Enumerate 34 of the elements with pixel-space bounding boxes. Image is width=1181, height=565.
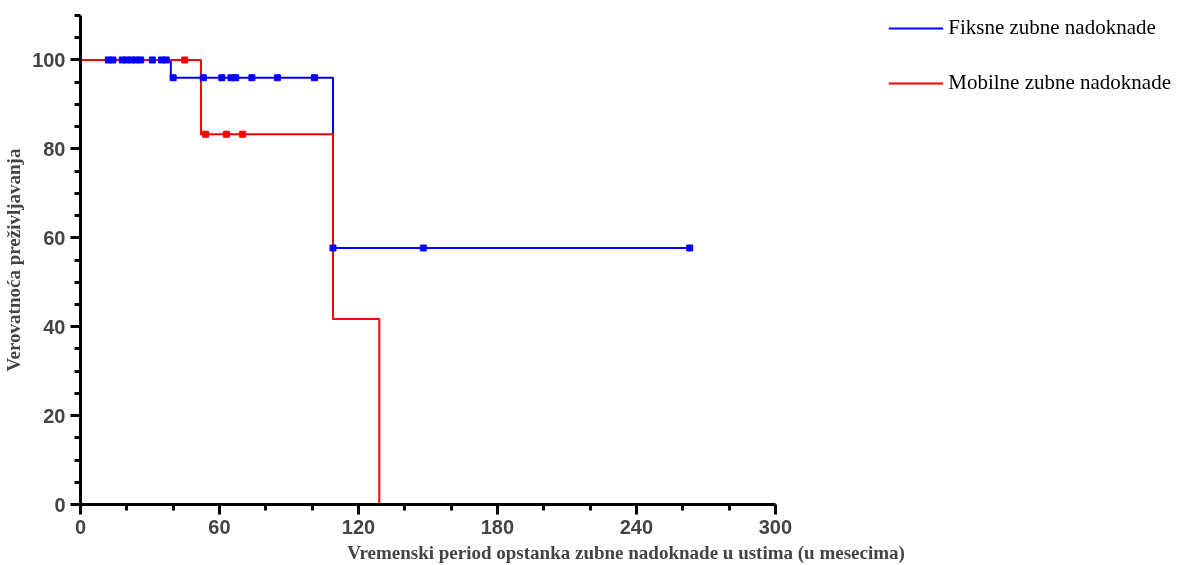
point: [273, 74, 281, 82]
point: [248, 74, 256, 82]
x-axis-title: Vremenski period opstanka zubne nadoknade u ustima (u mesecima): [347, 541, 905, 564]
y-tick-label: 20: [43, 404, 66, 427]
x-tick-label: 300: [758, 515, 793, 538]
point: [202, 130, 210, 138]
point: [222, 130, 230, 138]
point: [169, 74, 177, 82]
point: [137, 56, 145, 64]
point: [162, 56, 170, 64]
point: [109, 56, 117, 64]
point: [148, 56, 156, 64]
point: [419, 244, 427, 252]
point: [218, 74, 226, 82]
y-axis-title: Verovatnoća preživljavanja: [3, 148, 25, 372]
point: [181, 56, 189, 64]
legend-label: Fiksne zubne nadoknade: [948, 15, 1156, 40]
point: [232, 74, 240, 82]
y-tick-label: 40: [43, 315, 66, 338]
y-tick-label: 100: [32, 48, 66, 71]
x-tick-label: 240: [619, 515, 654, 538]
x-tick-label: 180: [480, 515, 515, 538]
x-tick-label: 60: [208, 515, 231, 538]
point: [239, 130, 247, 138]
point: [686, 244, 694, 252]
y-tick-label: 80: [43, 137, 66, 160]
y-tick-label: 60: [43, 226, 66, 249]
legend-label: Mobilne zubne nadoknade: [948, 70, 1171, 95]
y-tick-label: 0: [54, 493, 66, 516]
point: [310, 74, 318, 82]
x-tick-label: 120: [341, 515, 376, 538]
point: [329, 244, 337, 252]
point: [199, 74, 207, 82]
x-tick-label: 0: [74, 515, 87, 538]
